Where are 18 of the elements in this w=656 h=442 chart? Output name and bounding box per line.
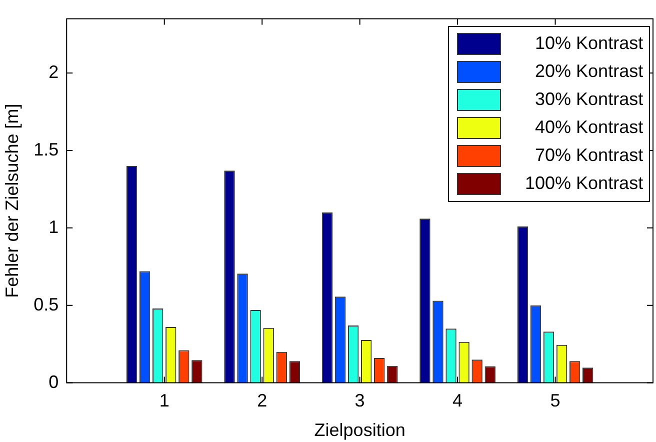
legend-label: 30% Kontrast [535, 89, 644, 110]
x-tick-label: 5 [550, 390, 560, 411]
x-tick-label: 4 [452, 390, 463, 411]
y-tick-label: 1 [48, 216, 59, 237]
y-tick-label: 1.5 [34, 139, 59, 160]
legend-label: 10% Kontrast [535, 33, 644, 54]
x-tick-label: 1 [159, 390, 170, 411]
y-axis-title: Fehler der Zielsuche [m] [2, 104, 22, 298]
y-tick-label: 0.5 [34, 294, 59, 314]
x-tick-label: 3 [354, 390, 365, 411]
y-tick-label: 0 [48, 372, 59, 392]
x-axis-title: Zielposition [314, 420, 406, 440]
legend-label: 70% Kontrast [535, 145, 644, 166]
legend-label: 40% Kontrast [535, 117, 644, 138]
legend-label: 100% Kontrast [525, 173, 644, 194]
y-tick-label: 2 [48, 62, 59, 82]
legend-label: 20% Kontrast [535, 61, 644, 82]
x-tick-label: 2 [257, 390, 268, 411]
